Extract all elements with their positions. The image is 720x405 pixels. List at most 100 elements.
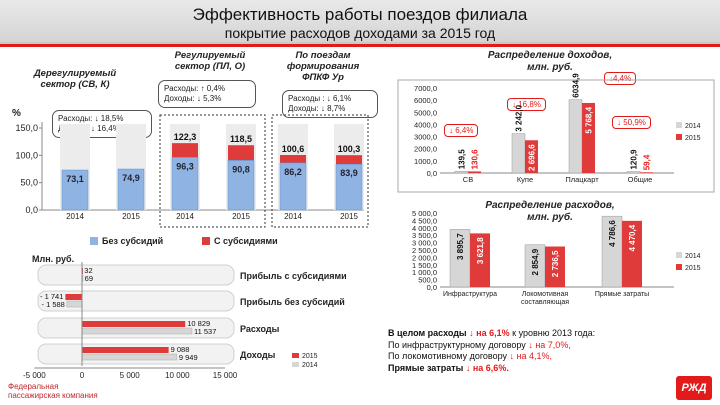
c2-value-2014: 11 537 (194, 327, 216, 336)
c1-label-with: 100,6 (282, 144, 305, 154)
c1-ytick-label: 150,0 (15, 123, 38, 133)
c4-ytick-label: 0,0 (427, 283, 437, 292)
summary-l1c: к уровню 2013 года: (512, 328, 596, 338)
c1-legend-with: С субсидиями (214, 236, 278, 246)
c1-label-no: 96,3 (176, 161, 194, 171)
c2-legend-2014: 2014 (302, 362, 318, 369)
c4-legend-2014: 2014 (685, 253, 701, 260)
summary-l1b: на 6,1% (476, 328, 510, 338)
c1-xtick-label: 2014 (66, 212, 84, 221)
c2-row-label: Прибыль без субсидий (240, 297, 345, 307)
c2-row-label: Расходы (240, 324, 280, 334)
c1-label-no: 74,9 (122, 173, 140, 183)
c3-ytick-label: 7000,0 (414, 84, 437, 93)
c2-row-label: Прибыль с субсидиями (240, 271, 347, 281)
c3-label-2015: 5 768,4 (585, 106, 594, 133)
c2-xtick-label: 15 000 (213, 371, 238, 380)
summary-l3b: на 4,1%, (516, 351, 553, 361)
c4-ytick-label: 2 500,0 (412, 246, 437, 255)
c1-label-no: 86,2 (284, 167, 302, 177)
bubble-fpk-line2: Доходы: ↓ 8,7% (288, 104, 346, 113)
c2-legend-2015: 2015 (302, 353, 318, 360)
c1-legend-no: Без субсидий (102, 236, 163, 246)
c4-xtick-label: Локомотивная (522, 291, 569, 298)
c3-xtick-label: СВ (463, 175, 473, 184)
c1-bar-no-subsidy (61, 169, 89, 211)
bubble-dereg-line1: Расходы: ↓ 18,5% (58, 114, 124, 123)
c2-bar-2014 (66, 300, 83, 308)
c4-label-2014: 4 786,6 (608, 220, 617, 247)
c4-ytick-label: 5 000,0 (412, 209, 437, 218)
c1-ytick-label: 0,0 (25, 205, 38, 215)
c3-label-2014: 120,9 (630, 149, 639, 170)
label-fpk-trains: По поездам формирования ФПКФ Ур (286, 50, 360, 83)
c1-bar-no-subsidy (279, 162, 307, 211)
c4-legend-swatch-2015 (676, 264, 682, 270)
c3-ytick-label: 2000,0 (414, 145, 437, 154)
c2-bar-2014 (81, 353, 178, 361)
bubble-reg-line2: Доходы: ↓ 5,3% (164, 94, 222, 103)
c1-group-box-reg (159, 114, 266, 228)
c1-legend-swatch-with (202, 237, 210, 245)
c1-label-with: 118,5 (230, 134, 252, 144)
c4-label-2015: 2 736,5 (551, 250, 560, 277)
c4-bar-2015 (545, 246, 565, 287)
c4-legend-swatch-2014 (676, 252, 682, 258)
c1-label-no: 73,1 (66, 174, 84, 184)
summary-line-2: По инфраструктурному договору ↓ на 7,0%, (388, 339, 571, 350)
change-platskart: ↓4,4% (604, 72, 637, 85)
c1-label-with: 100,3 (338, 144, 361, 154)
c2-bar-2015 (82, 347, 169, 353)
c4-label-2015: 3 621,8 (476, 237, 485, 264)
c2-bar-2015 (65, 294, 82, 300)
change-obshchie: ↓ 50,9% (612, 116, 651, 129)
footer-company: Федеральная пассажирская компания (8, 382, 98, 400)
c4-ytick-label: 3 500,0 (412, 231, 437, 240)
c1-xtick-label: 2015 (122, 212, 140, 221)
summary-l1a: В целом расходы (388, 328, 467, 338)
summary-l2a: По инфраструктурному договору (388, 339, 526, 350)
summary-l3a: По локомотивному договору (388, 351, 508, 361)
bubble-fpk: Расходы : ↓ 6,1% Доходы: ↓ 8,7% (282, 90, 378, 118)
c2-value-2014: 69 (85, 274, 93, 283)
c3-xtick-label: Плацкарт (565, 175, 599, 184)
c3-bar-2015 (582, 102, 595, 173)
rzd-logo: РЖД (676, 376, 712, 400)
footer-line1: Федеральная (8, 382, 59, 391)
c4-ytick-label: 4 500,0 (412, 216, 437, 225)
c1-bar-no-subsidy (171, 157, 199, 211)
c2-bar-2015 (82, 321, 186, 327)
c4-ytick-label: 500,0 (418, 276, 437, 285)
c2-unit: Млн. руб. (32, 254, 74, 264)
income-chart-title: Распределение доходов, млн. руб. (487, 50, 613, 73)
c1-legend-swatch-no (90, 237, 98, 245)
label-dereg-sector: Дерегулируемый сектор (СВ, К) (33, 68, 117, 90)
c3-legend-2015: 2015 (685, 135, 701, 142)
c3-bar-2014 (626, 171, 641, 174)
summary-line-1: В целом расходы ↓ на 6,1% к уровню 2013 … (388, 328, 596, 338)
c2-value-2015: - 1 741 (40, 292, 63, 301)
c3-xtick-label: Купе (517, 175, 533, 184)
c1-xtick-label: 2014 (176, 212, 194, 221)
summary-l2b: на 7,0%, (535, 339, 571, 350)
footer-line2: пассажирская компания (8, 391, 98, 400)
expense-chart-title: Распределение расходов, млн. руб. (485, 200, 615, 223)
c1-bar-no-subsidy (335, 163, 363, 211)
c3-bar-2014 (454, 171, 469, 174)
c2-value-2015: 10 829 (187, 319, 210, 328)
c1-label-no: 90,8 (232, 164, 250, 174)
summary-line-3: По локомотивному договору ↓ на 4,1%, (388, 351, 553, 361)
c4-xtick-label: Инфраструктура (443, 291, 497, 298)
c4-ytick-label: 1 500,0 (412, 261, 437, 270)
c1-label-with: 122,3 (174, 132, 197, 142)
header-divider (0, 44, 720, 47)
summary-text: В целом расходы ↓ на 6,1% к уровню 2013 … (388, 328, 718, 374)
c3-bar-2014 (511, 133, 526, 174)
change-sv: ↓ 6,4% (444, 124, 479, 137)
c1-y-unit: % (12, 108, 21, 119)
c3-bar-2014 (568, 99, 583, 174)
c3-ytick-label: 5000,0 (414, 108, 437, 117)
c4-label-2015: 4 470,4 (628, 224, 637, 251)
c1-bar-no-subsidy (117, 168, 145, 211)
c3-label-2014: 139,5 (458, 149, 467, 170)
